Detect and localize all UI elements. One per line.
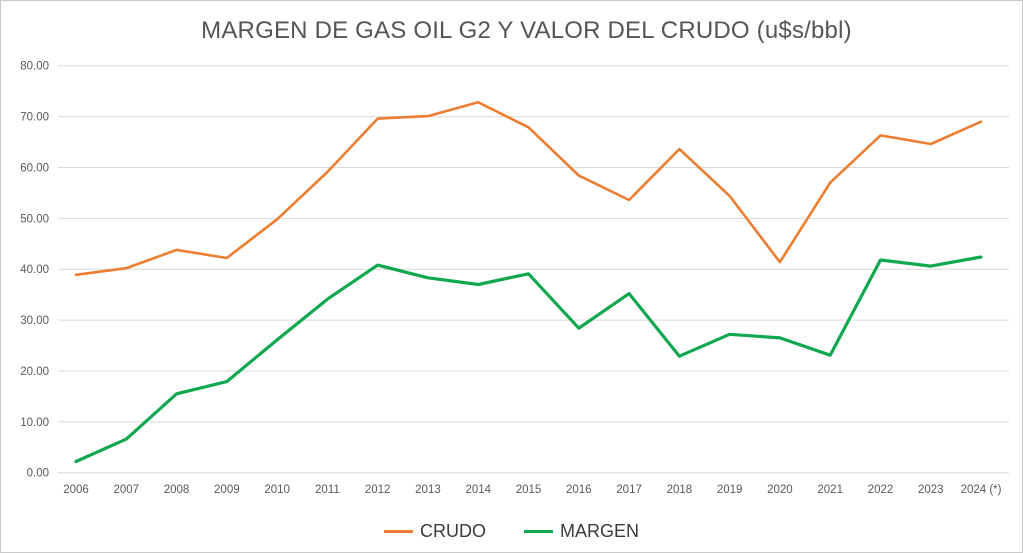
x-tick-label: 2022 (868, 484, 894, 496)
x-tick-label: 2017 (616, 484, 642, 496)
x-tick-label: 2014 (465, 484, 491, 496)
x-tick-label: 2012 (365, 484, 391, 496)
legend-swatch-margen (523, 530, 553, 533)
x-tick-label: 2006 (63, 484, 89, 496)
x-tick-label: 2024 (*) (961, 484, 1002, 496)
x-tick-label: 2009 (214, 484, 240, 496)
series-line-margen[interactable] (74, 255, 983, 464)
y-tick-label: 50.00 (20, 213, 49, 225)
x-tick-label: 2010 (264, 484, 290, 496)
x-tick-label: 2016 (566, 484, 592, 496)
x-tick-label: 2011 (315, 484, 340, 496)
y-tick-label: 40.00 (20, 264, 49, 276)
legend-item-crudo[interactable]: CRUDO (383, 521, 486, 542)
x-tick-label: 2018 (667, 484, 693, 496)
series-line-crudo[interactable] (74, 101, 983, 277)
x-tick-label: 2015 (516, 484, 542, 496)
x-tick-label: 2020 (767, 484, 793, 496)
x-tick-label: 2023 (918, 484, 944, 496)
chart-title: MARGEN DE GAS OIL G2 Y VALOR DEL CRUDO (… (201, 17, 852, 44)
y-tick-label: 20.00 (20, 366, 49, 378)
x-tick-label: 2019 (717, 484, 743, 496)
y-tick-label: 80.00 (20, 61, 49, 73)
x-tick-label: 2008 (164, 484, 190, 496)
legend-swatch-crudo (383, 530, 413, 533)
legend-item-margen[interactable]: MARGEN (523, 521, 639, 542)
legend-label-crudo: CRUDO (419, 521, 486, 541)
x-tick-label: 2007 (113, 484, 139, 496)
y-tick-label: 30.00 (20, 315, 49, 327)
legend-label-margen: MARGEN (559, 521, 639, 541)
y-tick-label: 10.00 (20, 417, 49, 429)
legend: CRUDO MARGEN (1, 521, 1022, 542)
y-tick-label: 0.00 (27, 468, 49, 480)
y-tick-label: 70.00 (20, 112, 49, 124)
x-tick-label: 2021 (817, 484, 843, 496)
y-tick-label: 60.00 (20, 162, 49, 174)
x-tick-label: 2013 (415, 484, 441, 496)
